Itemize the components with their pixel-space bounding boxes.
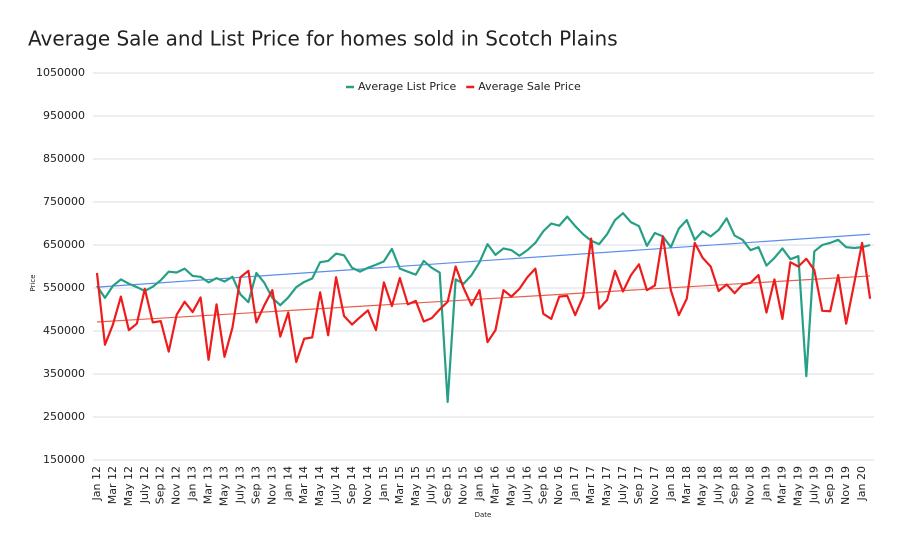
legend-item: Average List Price bbox=[346, 80, 456, 93]
x-tick-label: Sep 17 bbox=[632, 466, 645, 504]
x-tick-label: May 16 bbox=[504, 466, 517, 506]
x-tick-label: May 15 bbox=[409, 466, 422, 506]
x-tick-label: Nov 15 bbox=[457, 466, 470, 505]
x-tick-label: July 17 bbox=[616, 466, 629, 504]
x-tick-label: Sep 15 bbox=[441, 466, 454, 504]
x-tick-label: Mar 15 bbox=[393, 466, 406, 504]
x-tick-label: July 16 bbox=[520, 466, 533, 504]
x-tick-label: Mar 16 bbox=[488, 466, 501, 504]
y-tick-label: 550000 bbox=[43, 281, 85, 294]
x-tick-label: Jan 19 bbox=[759, 466, 772, 501]
y-tick-label: 1050000 bbox=[36, 66, 85, 79]
x-tick-label: Mar 19 bbox=[775, 466, 788, 504]
x-tick-label: May 18 bbox=[696, 466, 709, 506]
legend-item: Average Sale Price bbox=[466, 80, 581, 93]
x-tick-label: Sep 18 bbox=[728, 466, 741, 504]
x-tick-label: Sep 13 bbox=[249, 466, 262, 504]
x-tick-label: Nov 12 bbox=[170, 466, 183, 505]
x-tick-label: Nov 17 bbox=[648, 466, 661, 505]
y-tick-label: 750000 bbox=[43, 195, 85, 208]
x-tick-label: Jan 18 bbox=[664, 466, 677, 501]
y-tick-label: 650000 bbox=[43, 238, 85, 251]
series-line bbox=[95, 235, 872, 364]
x-tick-label: Jan 13 bbox=[186, 466, 199, 501]
x-tick-label: Nov 13 bbox=[265, 466, 278, 505]
x-tick-label: Sep 16 bbox=[536, 466, 549, 504]
x-tick-label: July 13 bbox=[233, 466, 246, 504]
y-tick-label: 950000 bbox=[43, 109, 85, 122]
x-tick-label: Sep 19 bbox=[823, 466, 836, 504]
x-tick-label: July 19 bbox=[807, 466, 820, 504]
x-tick-label: Mar 13 bbox=[202, 466, 215, 504]
y-tick-label: 350000 bbox=[43, 367, 85, 380]
y-axis-title: Price bbox=[29, 274, 37, 291]
x-tick-label: Jan 20 bbox=[855, 466, 868, 501]
x-tick-label: Mar 18 bbox=[680, 466, 693, 504]
x-tick-label: Jan 14 bbox=[281, 466, 294, 501]
x-tick-label: Nov 18 bbox=[744, 466, 757, 505]
legend-label: Average List Price bbox=[358, 80, 456, 93]
x-tick-label: May 17 bbox=[600, 466, 613, 506]
x-tick-label: Nov 16 bbox=[552, 466, 565, 505]
x-tick-label: May 19 bbox=[791, 466, 804, 506]
x-tick-label: May 13 bbox=[218, 466, 231, 506]
x-tick-label: July 15 bbox=[425, 466, 438, 504]
x-tick-label: July 12 bbox=[138, 466, 151, 504]
y-tick-label: 150000 bbox=[43, 453, 85, 466]
x-tick-label: Jan 16 bbox=[473, 466, 486, 501]
y-tick-label: 850000 bbox=[43, 152, 85, 165]
x-tick-label: Sep 12 bbox=[154, 466, 167, 504]
x-tick-label: Jan 15 bbox=[377, 466, 390, 501]
x-tick-label: Mar 14 bbox=[297, 466, 310, 504]
x-tick-label: July 18 bbox=[712, 466, 725, 504]
trend-line bbox=[96, 233, 871, 288]
y-tick-label: 450000 bbox=[43, 324, 85, 337]
x-tick-label: May 14 bbox=[313, 466, 326, 506]
x-tick-label: Jan 12 bbox=[90, 466, 103, 501]
x-tick-label: Jan 17 bbox=[568, 466, 581, 501]
x-tick-label: Mar 17 bbox=[584, 466, 597, 504]
x-axis-title: Date bbox=[475, 511, 492, 519]
series-line bbox=[96, 212, 871, 404]
x-tick-label: Nov 19 bbox=[839, 466, 852, 505]
chart-title: Average Sale and List Price for homes so… bbox=[28, 27, 618, 51]
trend-line bbox=[96, 275, 871, 323]
x-tick-label: Nov 14 bbox=[361, 466, 374, 505]
legend-label: Average Sale Price bbox=[478, 80, 581, 93]
y-tick-label: 250000 bbox=[43, 410, 85, 423]
x-tick-label: July 14 bbox=[329, 466, 342, 504]
x-tick-label: Sep 14 bbox=[345, 466, 358, 504]
x-tick-label: Mar 12 bbox=[106, 466, 119, 504]
x-tick-label: May 12 bbox=[122, 466, 135, 506]
